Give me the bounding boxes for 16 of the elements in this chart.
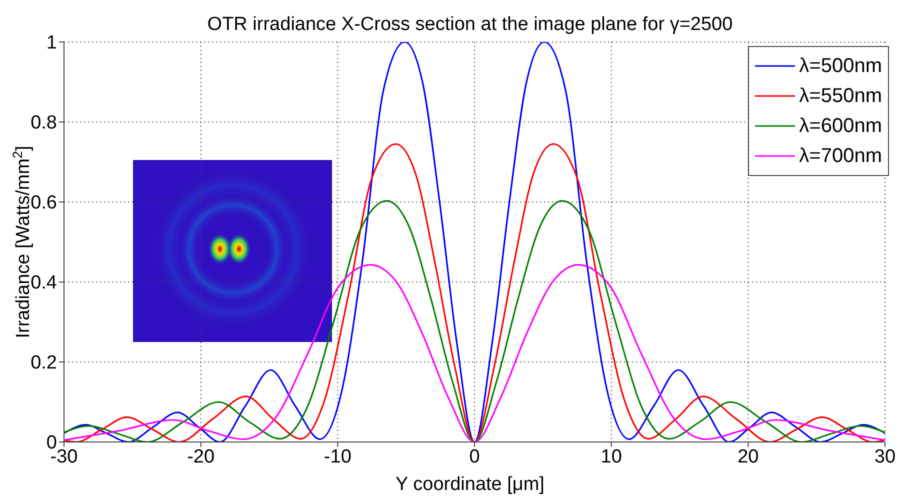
legend-label: λ=600nm <box>799 114 882 139</box>
y-tick-label: 1 <box>46 32 57 54</box>
x-axis-title: Y coordinate [μm] <box>396 474 544 495</box>
legend-label: λ=550nm <box>799 84 882 109</box>
chart-title: OTR irradiance X-Cross section at the image plane for γ=2500 <box>207 14 733 35</box>
x-tick-label: -20 <box>187 446 215 468</box>
y-tick-label: 0.2 <box>30 352 57 374</box>
x-tick-label: 10 <box>600 446 622 468</box>
legend-label: λ=700nm <box>799 144 882 169</box>
x-tick-label: 0 <box>469 446 480 468</box>
legend-label: λ=500nm <box>799 54 882 79</box>
y-tick-label: 0.8 <box>30 112 57 134</box>
x-tick-label: -10 <box>324 446 352 468</box>
x-tick-label: 30 <box>874 446 896 468</box>
y-tick-label: 0.6 <box>30 192 57 214</box>
x-tick-label: 20 <box>738 446 759 468</box>
